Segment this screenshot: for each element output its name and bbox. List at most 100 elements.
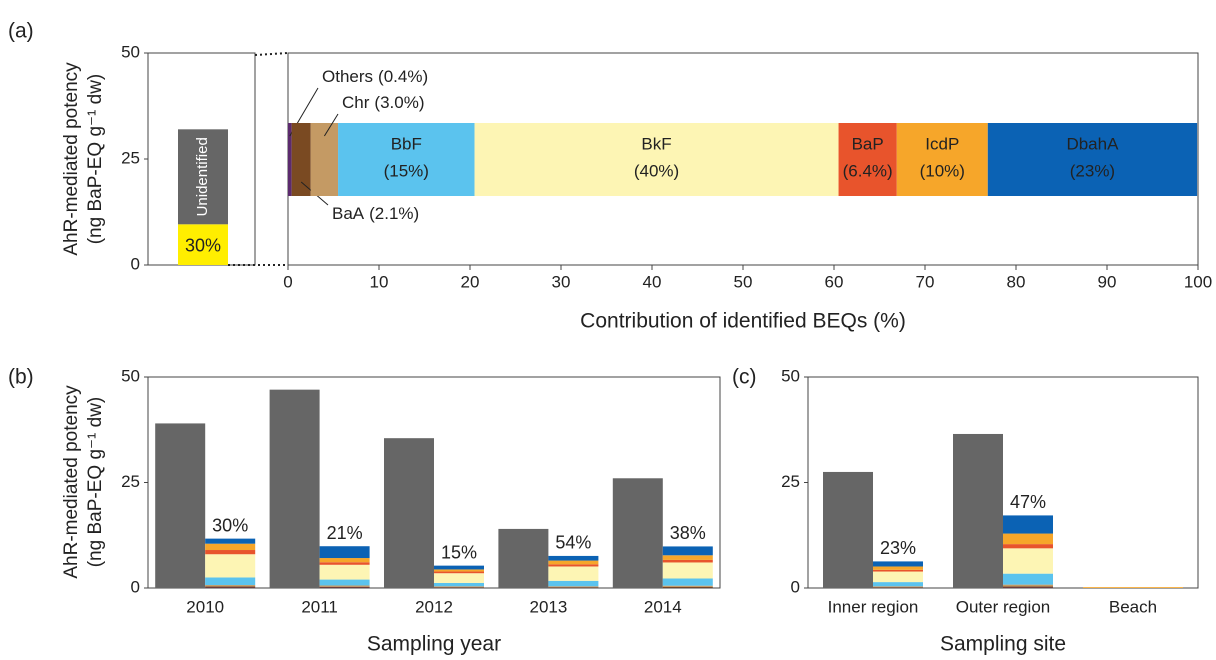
total-bar bbox=[155, 423, 206, 588]
bar-segment bbox=[662, 578, 713, 586]
x-axis-label: Sampling site bbox=[940, 633, 1066, 656]
bar-segment bbox=[434, 587, 484, 588]
bar-segment bbox=[873, 586, 923, 588]
bar-segment bbox=[205, 538, 256, 544]
segment-label: BkF bbox=[641, 134, 671, 153]
bar-segment bbox=[1083, 587, 1183, 588]
bar-segment bbox=[434, 573, 484, 583]
bar-segment bbox=[434, 582, 484, 587]
x-tick-label: 2013 bbox=[529, 597, 567, 616]
bar-segment bbox=[662, 559, 713, 563]
percent-label: 54% bbox=[555, 533, 591, 553]
bar-segment bbox=[434, 569, 484, 572]
bar-segment bbox=[178, 129, 228, 225]
y-axis-label: AhR-mediated potency bbox=[61, 62, 82, 256]
x-tick-label: Outer region bbox=[956, 597, 1051, 616]
x-tick-label: 50 bbox=[734, 272, 753, 291]
bar-segment bbox=[1003, 515, 1053, 534]
y-tick-label: 25 bbox=[121, 148, 140, 167]
bar-segment bbox=[319, 562, 370, 565]
x-tick-label: 70 bbox=[916, 272, 935, 291]
segment-label: Others (0.4%) bbox=[322, 67, 428, 86]
y-tick-label: 0 bbox=[131, 254, 140, 273]
x-tick-label: 2010 bbox=[186, 597, 224, 616]
x-tick-label: 2014 bbox=[644, 597, 682, 616]
x-tick-label: 2011 bbox=[301, 597, 338, 616]
bar-segment bbox=[548, 580, 599, 587]
bar-segment bbox=[319, 558, 370, 563]
bar-segment bbox=[1003, 586, 1053, 588]
y-tick-label: 0 bbox=[791, 577, 800, 596]
bar-segment bbox=[548, 566, 599, 581]
bar-segment bbox=[288, 123, 292, 196]
value-label: (10%) bbox=[920, 161, 965, 180]
bar-segment bbox=[205, 577, 256, 586]
bar-segment bbox=[205, 554, 256, 578]
bar-segment bbox=[434, 565, 484, 570]
bar-segment bbox=[873, 582, 923, 587]
x-tick-label: 0 bbox=[283, 272, 292, 291]
bar-segment bbox=[548, 587, 599, 588]
segment-name: BaA bbox=[332, 204, 365, 223]
segment-label: Unidentified bbox=[194, 137, 211, 216]
bar-segment bbox=[319, 546, 370, 559]
bar-segment bbox=[548, 555, 599, 561]
x-tick-label: 90 bbox=[1098, 272, 1117, 291]
x-tick-label: 20 bbox=[461, 272, 480, 291]
percent-label: 38% bbox=[670, 523, 706, 543]
segment-label: BaP bbox=[852, 134, 884, 153]
bar-segment bbox=[319, 579, 370, 586]
percent-label: 30% bbox=[212, 515, 248, 535]
bar-segment bbox=[338, 123, 475, 196]
segment-name: Others bbox=[322, 67, 373, 86]
x-tick-label: 2012 bbox=[415, 597, 453, 616]
bar-segment bbox=[662, 555, 713, 560]
bar-segment bbox=[662, 585, 713, 587]
y-axis-label: (ng BaP-EQ g⁻¹ dw) bbox=[85, 74, 106, 245]
segment-label: Chr (3.0%) bbox=[342, 93, 424, 112]
value-label: (6.4%) bbox=[843, 161, 893, 180]
bar-segment bbox=[896, 123, 988, 196]
y-axis-label: AhR-mediated potency bbox=[61, 385, 82, 579]
bar-segment bbox=[434, 571, 484, 574]
y-tick-label: 0 bbox=[131, 577, 140, 596]
value-label: (40%) bbox=[634, 161, 679, 180]
segment-label: IcdP bbox=[925, 134, 959, 153]
bar-segment bbox=[310, 123, 339, 196]
value-label: (23%) bbox=[1070, 161, 1115, 180]
total-bar bbox=[612, 478, 663, 588]
segment-name: Chr bbox=[342, 93, 370, 112]
panel-label: (b) bbox=[8, 366, 34, 389]
bar-segment bbox=[319, 586, 370, 588]
bar-segment bbox=[1003, 533, 1053, 545]
percent-label: 23% bbox=[880, 538, 916, 558]
bar-segment bbox=[873, 587, 923, 588]
bar-segment bbox=[434, 586, 484, 588]
bar-segment bbox=[205, 586, 256, 588]
bar-segment bbox=[548, 586, 599, 588]
segment-label: DbahA bbox=[1066, 134, 1119, 153]
x-axis-label: Sampling year bbox=[367, 633, 501, 656]
total-bar bbox=[269, 389, 320, 588]
bar-segment bbox=[548, 564, 599, 567]
x-tick-label: 80 bbox=[1007, 272, 1026, 291]
x-tick-label: 30 bbox=[552, 272, 571, 291]
bar-segment bbox=[873, 569, 923, 572]
bar-segment bbox=[205, 543, 256, 551]
x-tick-label: 100 bbox=[1184, 272, 1212, 291]
value-label: (3.0%) bbox=[374, 93, 424, 112]
x-axis-label: Contribution of identified BEQs (%) bbox=[580, 310, 906, 333]
value-label: (0.4%) bbox=[378, 67, 428, 86]
bar-segment bbox=[873, 561, 923, 567]
panel-label: (a) bbox=[8, 20, 34, 43]
bar-segment bbox=[319, 564, 370, 580]
bar-segment bbox=[178, 224, 228, 265]
panel-label: (c) bbox=[732, 366, 757, 389]
bar-segment bbox=[987, 123, 1198, 196]
x-tick-label: 60 bbox=[825, 272, 844, 291]
bar-segment bbox=[662, 546, 713, 556]
value-label: 30% bbox=[185, 235, 221, 255]
bar-segment bbox=[474, 123, 839, 196]
